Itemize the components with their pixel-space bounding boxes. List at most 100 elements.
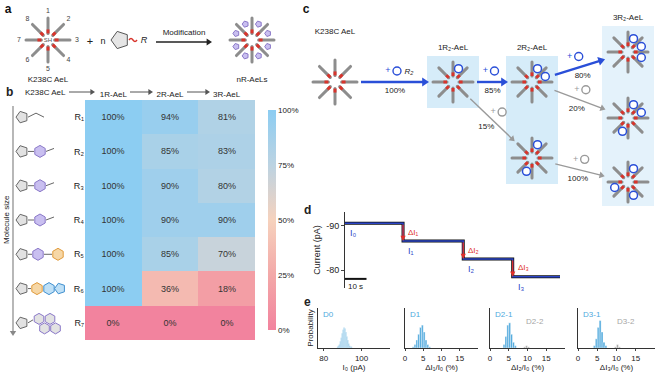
svg-text:ΔI₁/I₀ (%): ΔI₁/I₀ (%) bbox=[425, 363, 458, 372]
svg-text:15: 15 bbox=[542, 354, 551, 363]
svg-text:R₅: R₅ bbox=[74, 249, 84, 259]
svg-text:I₁: I₁ bbox=[408, 246, 414, 256]
svg-text:5: 5 bbox=[46, 65, 50, 72]
svg-text:18%: 18% bbox=[218, 284, 236, 294]
svg-text:+: + bbox=[567, 51, 572, 61]
svg-text:ΔI₂/I₀ (%): ΔI₂/I₀ (%) bbox=[511, 363, 544, 372]
svg-text:R₂: R₂ bbox=[405, 67, 414, 76]
svg-text:K238C AeL: K238C AeL bbox=[25, 88, 66, 97]
svg-text:80: 80 bbox=[319, 354, 328, 363]
svg-text:R: R bbox=[141, 35, 148, 45]
svg-text:0: 0 bbox=[576, 354, 581, 363]
svg-text:85%: 85% bbox=[161, 146, 179, 156]
svg-text:b: b bbox=[6, 85, 13, 99]
svg-text:2R-AeL: 2R-AeL bbox=[156, 90, 184, 99]
svg-text:83%: 83% bbox=[218, 146, 236, 156]
svg-text:Molecule size: Molecule size bbox=[2, 195, 11, 244]
svg-text:K238C AeL: K238C AeL bbox=[28, 75, 69, 84]
svg-text:90%: 90% bbox=[218, 215, 236, 225]
svg-text:100%: 100% bbox=[101, 249, 124, 259]
svg-text:Modification: Modification bbox=[163, 28, 206, 37]
svg-text:1R-AeL: 1R-AeL bbox=[100, 90, 128, 99]
svg-text:D3-1: D3-1 bbox=[583, 310, 601, 319]
svg-text:0: 0 bbox=[488, 354, 493, 363]
svg-text:80%: 80% bbox=[575, 71, 591, 80]
svg-text:1: 1 bbox=[46, 7, 50, 14]
svg-text:e: e bbox=[304, 295, 311, 309]
svg-text:Probability: Probability bbox=[306, 309, 315, 346]
svg-text:3: 3 bbox=[75, 36, 79, 43]
svg-text:3R₂-AeL: 3R₂-AeL bbox=[613, 13, 644, 22]
svg-text:2: 2 bbox=[67, 15, 71, 22]
svg-text:R₁: R₁ bbox=[74, 112, 84, 122]
svg-text:0%: 0% bbox=[163, 318, 176, 328]
svg-text:-80: -80 bbox=[326, 265, 339, 275]
svg-text:+: + bbox=[574, 84, 579, 94]
svg-text:D2-1: D2-1 bbox=[495, 310, 513, 319]
svg-text:I₀ (pA): I₀ (pA) bbox=[343, 363, 366, 372]
svg-text:R₃: R₃ bbox=[74, 181, 84, 191]
svg-text:ΔI₁: ΔI₁ bbox=[408, 228, 419, 237]
svg-text:75%: 75% bbox=[278, 161, 294, 170]
svg-text:+: + bbox=[483, 65, 488, 75]
svg-text:D3-2: D3-2 bbox=[617, 317, 635, 326]
svg-text:+: + bbox=[573, 154, 578, 164]
svg-text:SH: SH bbox=[44, 37, 52, 43]
svg-text:5: 5 bbox=[421, 354, 426, 363]
svg-text:100%: 100% bbox=[101, 181, 124, 191]
svg-text:R₄: R₄ bbox=[74, 215, 84, 225]
svg-text:25%: 25% bbox=[278, 271, 294, 280]
svg-text:36%: 36% bbox=[161, 284, 179, 294]
svg-text:100%: 100% bbox=[278, 106, 298, 115]
svg-text:R₆: R₆ bbox=[74, 284, 84, 294]
svg-text:d: d bbox=[304, 203, 311, 217]
svg-text:100%: 100% bbox=[385, 86, 405, 95]
svg-text:100%: 100% bbox=[101, 284, 124, 294]
svg-text:0%: 0% bbox=[278, 326, 290, 335]
svg-text:70%: 70% bbox=[218, 249, 236, 259]
svg-text:15%: 15% bbox=[478, 122, 494, 131]
svg-text:100%: 100% bbox=[101, 146, 124, 156]
svg-text:nR-AeLs: nR-AeLs bbox=[236, 75, 267, 84]
svg-text:ΔI₃/I₀ (%): ΔI₃/I₀ (%) bbox=[600, 363, 634, 372]
svg-text:100%: 100% bbox=[101, 112, 124, 122]
svg-text:+: + bbox=[87, 35, 93, 47]
svg-text:8: 8 bbox=[26, 15, 30, 22]
svg-text:10: 10 bbox=[612, 354, 621, 363]
svg-text:100%: 100% bbox=[568, 174, 588, 183]
svg-text:D2-2: D2-2 bbox=[526, 317, 544, 326]
svg-text:+: + bbox=[385, 65, 390, 75]
svg-text:0%: 0% bbox=[106, 318, 119, 328]
svg-text:10 s: 10 s bbox=[348, 282, 363, 291]
svg-text:90%: 90% bbox=[161, 215, 179, 225]
svg-text:1R₂-AeL: 1R₂-AeL bbox=[438, 43, 469, 52]
svg-text:I₂: I₂ bbox=[468, 264, 475, 274]
svg-text:-90: -90 bbox=[326, 221, 339, 231]
svg-text:4: 4 bbox=[67, 56, 71, 63]
svg-text:0%: 0% bbox=[220, 318, 233, 328]
svg-text:2R₂-AeL: 2R₂-AeL bbox=[517, 43, 548, 52]
svg-text:10: 10 bbox=[523, 354, 532, 363]
svg-text:c: c bbox=[303, 2, 310, 16]
svg-text:80%: 80% bbox=[218, 181, 236, 191]
svg-text:ΔI₂: ΔI₂ bbox=[468, 246, 479, 255]
svg-text:81%: 81% bbox=[218, 112, 236, 122]
svg-text:Current (pA): Current (pA) bbox=[312, 225, 322, 275]
svg-text:94%: 94% bbox=[161, 112, 179, 122]
svg-text:90%: 90% bbox=[161, 181, 179, 191]
svg-text:+: + bbox=[490, 106, 495, 116]
svg-text:15: 15 bbox=[455, 354, 464, 363]
svg-text:100%: 100% bbox=[101, 215, 124, 225]
svg-text:R₂: R₂ bbox=[74, 147, 84, 157]
svg-text:5: 5 bbox=[595, 354, 600, 363]
svg-text:ΔI₃: ΔI₃ bbox=[518, 263, 529, 272]
svg-text:3R-AeL: 3R-AeL bbox=[213, 90, 241, 99]
svg-text:20%: 20% bbox=[569, 104, 585, 113]
svg-text:6: 6 bbox=[26, 56, 30, 63]
svg-text:I₃: I₃ bbox=[518, 282, 525, 292]
svg-text:K238C AeL: K238C AeL bbox=[315, 27, 356, 36]
svg-text:I₀: I₀ bbox=[350, 228, 357, 238]
svg-text:100: 100 bbox=[355, 354, 369, 363]
svg-text:n: n bbox=[100, 36, 105, 46]
svg-text:0: 0 bbox=[403, 354, 408, 363]
